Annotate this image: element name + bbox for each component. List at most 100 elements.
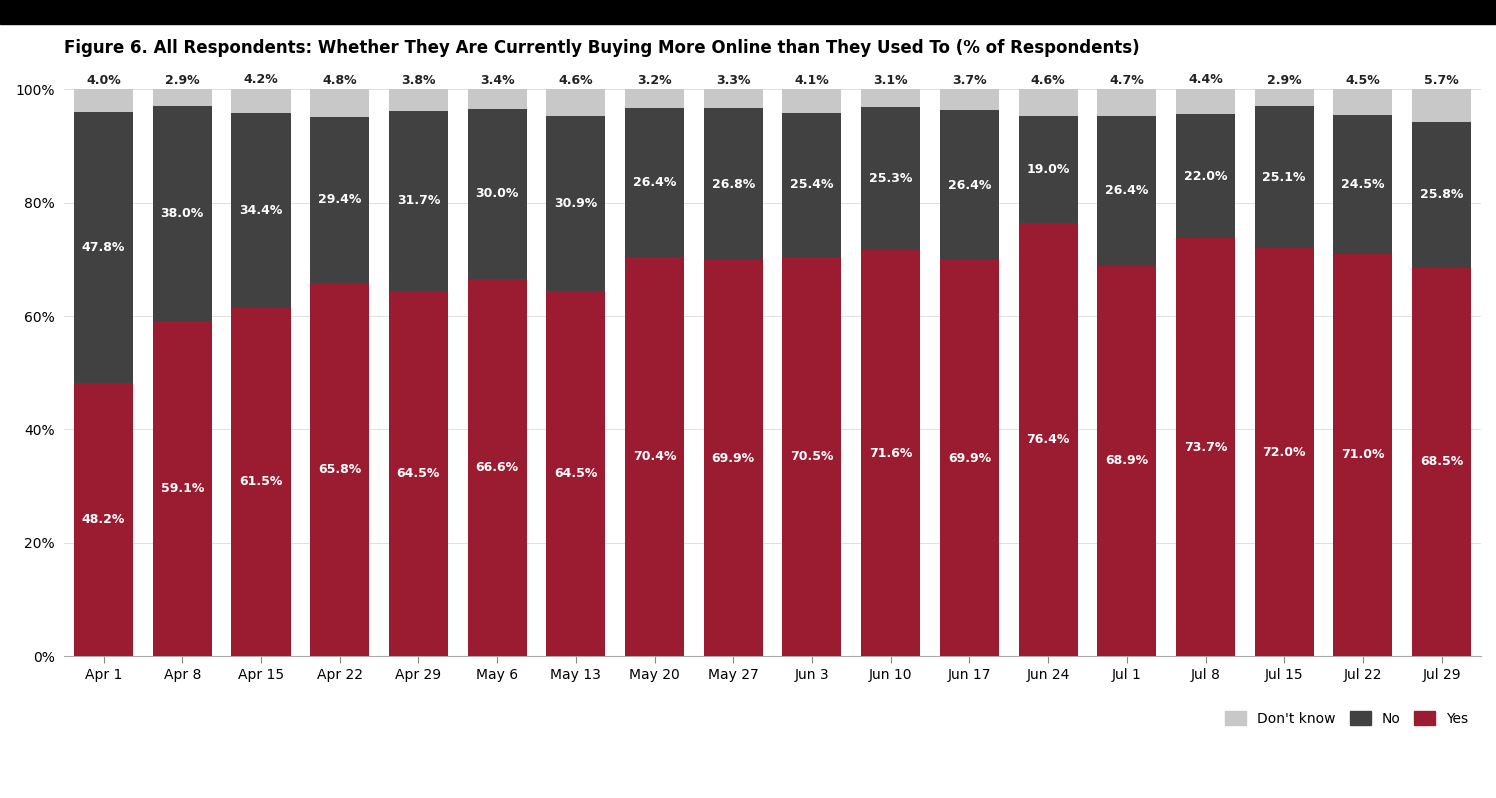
Text: 26.4%: 26.4% <box>1106 184 1149 197</box>
Bar <box>1412 268 1471 656</box>
Text: 3.8%: 3.8% <box>401 73 435 87</box>
Text: 4.2%: 4.2% <box>244 73 278 86</box>
Bar <box>703 260 763 656</box>
Bar <box>939 260 999 656</box>
Bar <box>1019 89 1077 116</box>
Text: 4.6%: 4.6% <box>558 73 592 87</box>
Bar <box>468 279 527 656</box>
Text: 2.9%: 2.9% <box>1267 73 1302 87</box>
Text: 47.8%: 47.8% <box>82 241 126 254</box>
Bar <box>862 251 920 656</box>
Text: 4.6%: 4.6% <box>1031 73 1065 87</box>
Text: 48.2%: 48.2% <box>82 513 126 526</box>
Bar <box>1176 89 1236 114</box>
Bar <box>703 89 763 109</box>
Text: 24.5%: 24.5% <box>1342 178 1385 191</box>
Text: 26.4%: 26.4% <box>633 176 676 189</box>
Text: 26.4%: 26.4% <box>947 179 990 192</box>
Text: 38.0%: 38.0% <box>160 207 203 220</box>
Text: 66.6%: 66.6% <box>476 461 519 474</box>
Bar <box>389 290 447 656</box>
Legend: Don't know, No, Yes: Don't know, No, Yes <box>1219 705 1474 732</box>
Bar <box>153 89 212 106</box>
Bar <box>625 89 684 108</box>
Text: 25.1%: 25.1% <box>1263 171 1306 184</box>
Text: 69.9%: 69.9% <box>712 452 755 464</box>
Bar <box>625 257 684 656</box>
Text: 70.4%: 70.4% <box>633 450 676 463</box>
Bar <box>232 307 290 656</box>
Bar <box>468 89 527 109</box>
Text: 68.5%: 68.5% <box>1420 456 1463 468</box>
Text: 61.5%: 61.5% <box>239 476 283 488</box>
Bar <box>1255 248 1313 656</box>
Bar <box>153 106 212 322</box>
Bar <box>1333 254 1393 656</box>
Text: 4.1%: 4.1% <box>794 73 829 87</box>
Text: 3.3%: 3.3% <box>717 73 751 87</box>
Text: 72.0%: 72.0% <box>1263 445 1306 459</box>
Text: Figure 6. All Respondents: Whether They Are Currently Buying More Online than Th: Figure 6. All Respondents: Whether They … <box>64 39 1140 57</box>
Text: 71.6%: 71.6% <box>869 447 913 460</box>
Bar <box>546 116 606 290</box>
Bar <box>862 107 920 251</box>
Bar <box>1333 89 1393 115</box>
Text: 19.0%: 19.0% <box>1026 163 1070 176</box>
Bar <box>1176 239 1236 656</box>
Text: 5.7%: 5.7% <box>1424 73 1459 87</box>
Text: 71.0%: 71.0% <box>1342 448 1385 461</box>
Text: 4.7%: 4.7% <box>1110 73 1144 87</box>
Text: 64.5%: 64.5% <box>554 467 597 480</box>
Text: 3.4%: 3.4% <box>480 73 515 87</box>
Text: 26.8%: 26.8% <box>712 178 755 191</box>
Bar <box>310 283 370 656</box>
Bar <box>232 89 290 113</box>
Bar <box>310 89 370 117</box>
Bar <box>1333 115 1393 254</box>
Text: 31.7%: 31.7% <box>396 195 440 207</box>
Text: 70.5%: 70.5% <box>790 450 833 463</box>
Bar <box>468 109 527 279</box>
Bar <box>232 113 290 307</box>
Bar <box>546 290 606 656</box>
Bar <box>389 111 447 290</box>
Bar <box>939 110 999 260</box>
Bar <box>1412 89 1471 122</box>
Bar <box>75 89 133 113</box>
Bar <box>1255 106 1313 248</box>
Bar <box>782 113 841 257</box>
Text: 76.4%: 76.4% <box>1026 433 1070 446</box>
Text: 68.9%: 68.9% <box>1106 454 1149 468</box>
Text: 65.8%: 65.8% <box>319 463 362 476</box>
Bar <box>782 89 841 113</box>
Text: 29.4%: 29.4% <box>319 193 362 207</box>
Text: 22.0%: 22.0% <box>1183 170 1227 183</box>
Text: 64.5%: 64.5% <box>396 467 440 480</box>
Text: 30.9%: 30.9% <box>554 196 597 210</box>
Bar <box>1097 117 1156 266</box>
Text: 3.1%: 3.1% <box>874 73 908 87</box>
Text: 4.8%: 4.8% <box>323 73 358 87</box>
Bar <box>703 109 763 260</box>
Bar <box>1412 122 1471 268</box>
Bar <box>1019 116 1077 223</box>
Text: 25.8%: 25.8% <box>1420 188 1463 201</box>
Bar <box>1097 266 1156 656</box>
Text: 30.0%: 30.0% <box>476 188 519 200</box>
Bar <box>1255 89 1313 106</box>
Bar <box>546 89 606 116</box>
Bar <box>939 89 999 110</box>
Text: 3.2%: 3.2% <box>637 73 672 87</box>
Text: 25.4%: 25.4% <box>790 178 833 192</box>
Text: 3.7%: 3.7% <box>951 73 987 87</box>
Bar <box>1019 223 1077 656</box>
Text: 69.9%: 69.9% <box>948 452 990 464</box>
Bar <box>389 89 447 111</box>
Bar <box>625 108 684 257</box>
Text: 2.9%: 2.9% <box>165 73 199 87</box>
Text: 59.1%: 59.1% <box>160 482 203 495</box>
Bar <box>75 383 133 656</box>
Bar <box>862 89 920 107</box>
Text: 25.3%: 25.3% <box>869 172 913 185</box>
Bar <box>75 113 133 383</box>
